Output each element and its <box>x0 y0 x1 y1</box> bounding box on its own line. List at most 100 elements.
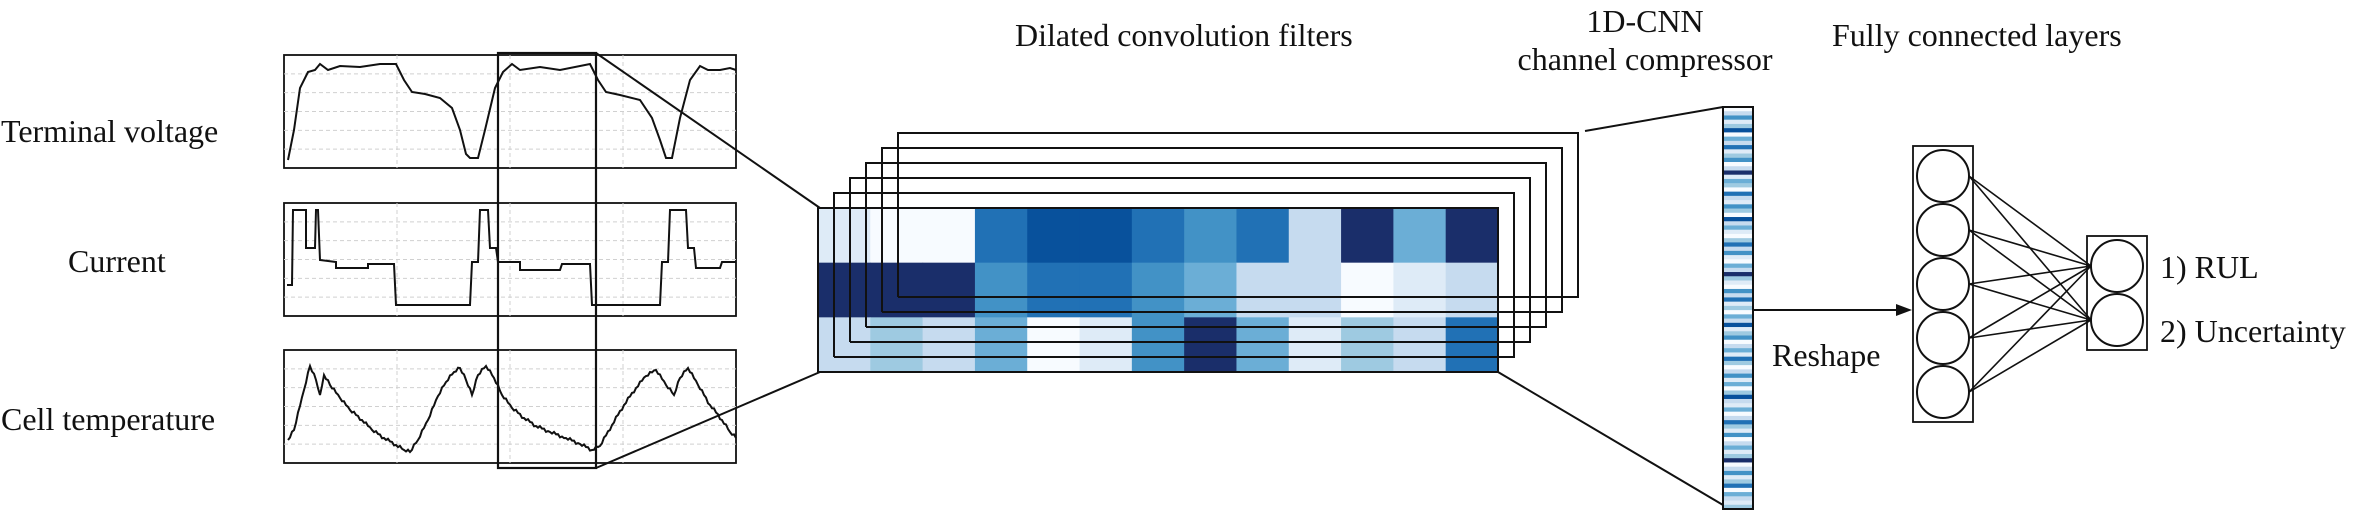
hidden-node <box>1916 311 1970 365</box>
compressor-stripe <box>1723 348 1753 353</box>
compressor-stripe <box>1723 398 1753 404</box>
compressor-stripe <box>1723 212 1753 218</box>
heatmap-cell <box>1131 262 1185 318</box>
heatmap-border <box>817 207 1499 373</box>
compressor-stripe <box>1723 356 1753 362</box>
fc-connection <box>1968 265 2092 393</box>
label-terminal-voltage: Terminal voltage <box>1 113 219 149</box>
compressor-stripe <box>1723 479 1753 484</box>
heatmap-cell <box>1131 317 1185 373</box>
heatmap-cell <box>1393 317 1447 373</box>
compressor-stripe <box>1723 339 1753 345</box>
compressor-stripe <box>1723 432 1753 438</box>
compressor-stripe <box>1723 162 1753 167</box>
compressor-stripe <box>1723 343 1753 349</box>
output-node <box>2090 239 2144 293</box>
compressor-stripe <box>1723 187 1753 192</box>
feature-heatmap <box>818 208 1499 373</box>
compressor-stripe <box>1723 107 1753 112</box>
heatmap-cell <box>1184 317 1237 373</box>
compressor-stripe <box>1723 284 1753 290</box>
compressor-stripe <box>1723 424 1753 429</box>
reshape-arrow-head <box>1896 304 1912 316</box>
label-dilated-filters: Dilated convolution filters <box>1015 17 1353 53</box>
compressor-stripe <box>1723 462 1753 467</box>
compressor-line-bottom <box>1497 371 1724 506</box>
heatmap-cell <box>1341 262 1394 318</box>
heatmap-cell <box>1288 262 1342 318</box>
compressor-stripe <box>1723 382 1753 387</box>
compressor-stripe <box>1723 238 1753 243</box>
compressor-stripe <box>1723 272 1753 277</box>
heatmap-cell <box>1236 208 1290 264</box>
compressor-stripe <box>1723 288 1753 294</box>
compressor-stripe <box>1723 483 1753 489</box>
compressor-stripe <box>1723 504 1753 510</box>
heatmap-cell <box>870 208 924 264</box>
label-compressor-line1: 1D-CNN <box>1586 3 1704 39</box>
label-cell-temperature: Cell temperature <box>1 401 216 437</box>
label-reshape: Reshape <box>1772 337 1881 373</box>
output-node <box>2090 293 2144 347</box>
heatmap-cell <box>1079 317 1133 373</box>
compressor-stripe <box>1723 386 1753 391</box>
compressor-stripe <box>1723 458 1753 463</box>
heatmap-cell <box>974 317 1028 373</box>
label-compressor-title: 1D-CNN channel compressor <box>1480 2 1810 78</box>
heatmap-cell <box>818 317 871 373</box>
compressor-stripe <box>1723 365 1753 370</box>
compressor-stripe <box>1723 318 1753 324</box>
compressor-stripe <box>1723 403 1753 408</box>
compressor-stripe <box>1723 280 1753 286</box>
heatmap-cell <box>1393 262 1447 318</box>
compressor-stripe <box>1723 373 1753 379</box>
compressor-stripe <box>1723 377 1753 383</box>
compressor-stripe <box>1723 369 1753 374</box>
heatmap-cell <box>1393 208 1447 264</box>
compressor-stripe <box>1723 352 1753 357</box>
hidden-node <box>1916 203 1970 257</box>
heatmap-cell <box>1027 208 1081 264</box>
heatmap-cell <box>1341 208 1394 264</box>
heatmap-cell <box>1079 208 1133 264</box>
compressor-stripe <box>1723 255 1753 260</box>
time-window-selection <box>496 51 598 470</box>
fc-connection <box>1968 175 2092 267</box>
compressor-stripe <box>1723 195 1753 201</box>
compressor-stripe <box>1723 208 1753 214</box>
compressor-line-top <box>1584 106 1724 132</box>
compressor-stripe <box>1723 415 1753 421</box>
compressor-stripe <box>1723 132 1753 137</box>
compressor-stripe <box>1723 500 1753 506</box>
heatmap-cell <box>1288 317 1342 373</box>
compressor-stripe <box>1723 496 1753 501</box>
heatmap-cell <box>922 262 976 318</box>
compressor-stripe <box>1723 250 1753 256</box>
heatmap-cell <box>1184 208 1237 264</box>
compressor-stripe <box>1723 128 1753 133</box>
compressor-stripe <box>1723 437 1753 442</box>
compressor-stripe <box>1723 170 1753 176</box>
compressor-stripe <box>1723 492 1753 497</box>
compressor-stripe <box>1723 466 1753 472</box>
voltage-plot <box>283 54 737 169</box>
compressor-stripe <box>1723 360 1753 366</box>
temperature-plot <box>283 349 737 464</box>
heatmap-cell <box>818 208 871 264</box>
fc-connection <box>1968 265 2092 339</box>
compressor-stripe <box>1723 157 1753 163</box>
label-output-uncertainty: 2) Uncertainty <box>2160 313 2346 349</box>
compressor-stripe <box>1723 221 1753 226</box>
label-output-rul: 1) RUL <box>2160 249 2259 285</box>
compressor-stripe <box>1723 441 1753 446</box>
heatmap-cell <box>1184 262 1237 318</box>
compressor-stripe <box>1723 322 1753 328</box>
compressor-stripe <box>1723 229 1753 235</box>
heatmap-cell <box>974 208 1028 264</box>
compressor-stripe <box>1723 166 1753 171</box>
compressor-stripe <box>1723 445 1753 451</box>
compressor-stripe <box>1723 153 1753 159</box>
current-plot-grid <box>284 203 736 316</box>
compressor-stripe <box>1723 267 1753 273</box>
